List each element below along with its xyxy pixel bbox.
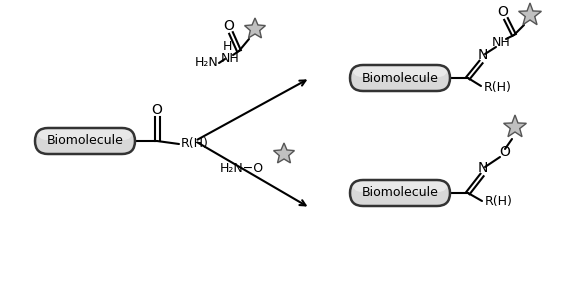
Text: O: O xyxy=(500,145,511,159)
FancyBboxPatch shape xyxy=(350,65,450,91)
Text: Biomolecule: Biomolecule xyxy=(361,187,438,199)
Text: R(H): R(H) xyxy=(484,81,512,94)
Text: R(H): R(H) xyxy=(181,138,209,151)
Text: H₂N: H₂N xyxy=(195,56,219,69)
FancyBboxPatch shape xyxy=(35,128,135,154)
Text: O: O xyxy=(497,5,508,19)
FancyBboxPatch shape xyxy=(352,181,448,192)
Text: Biomolecule: Biomolecule xyxy=(361,72,438,85)
Text: H: H xyxy=(223,41,232,54)
Polygon shape xyxy=(273,143,295,163)
Text: N: N xyxy=(478,161,488,175)
Text: O: O xyxy=(152,103,163,117)
FancyBboxPatch shape xyxy=(37,129,133,140)
Polygon shape xyxy=(244,18,265,38)
Text: O: O xyxy=(223,19,234,33)
Text: Biomolecule: Biomolecule xyxy=(46,135,123,148)
Polygon shape xyxy=(504,115,526,137)
Text: NH: NH xyxy=(492,35,510,48)
Text: H₂N−O: H₂N−O xyxy=(220,161,264,175)
Text: NH: NH xyxy=(221,52,240,65)
FancyBboxPatch shape xyxy=(350,180,450,206)
Text: R(H): R(H) xyxy=(485,195,513,208)
Polygon shape xyxy=(519,3,541,25)
Text: N: N xyxy=(478,48,488,62)
FancyBboxPatch shape xyxy=(352,66,448,77)
